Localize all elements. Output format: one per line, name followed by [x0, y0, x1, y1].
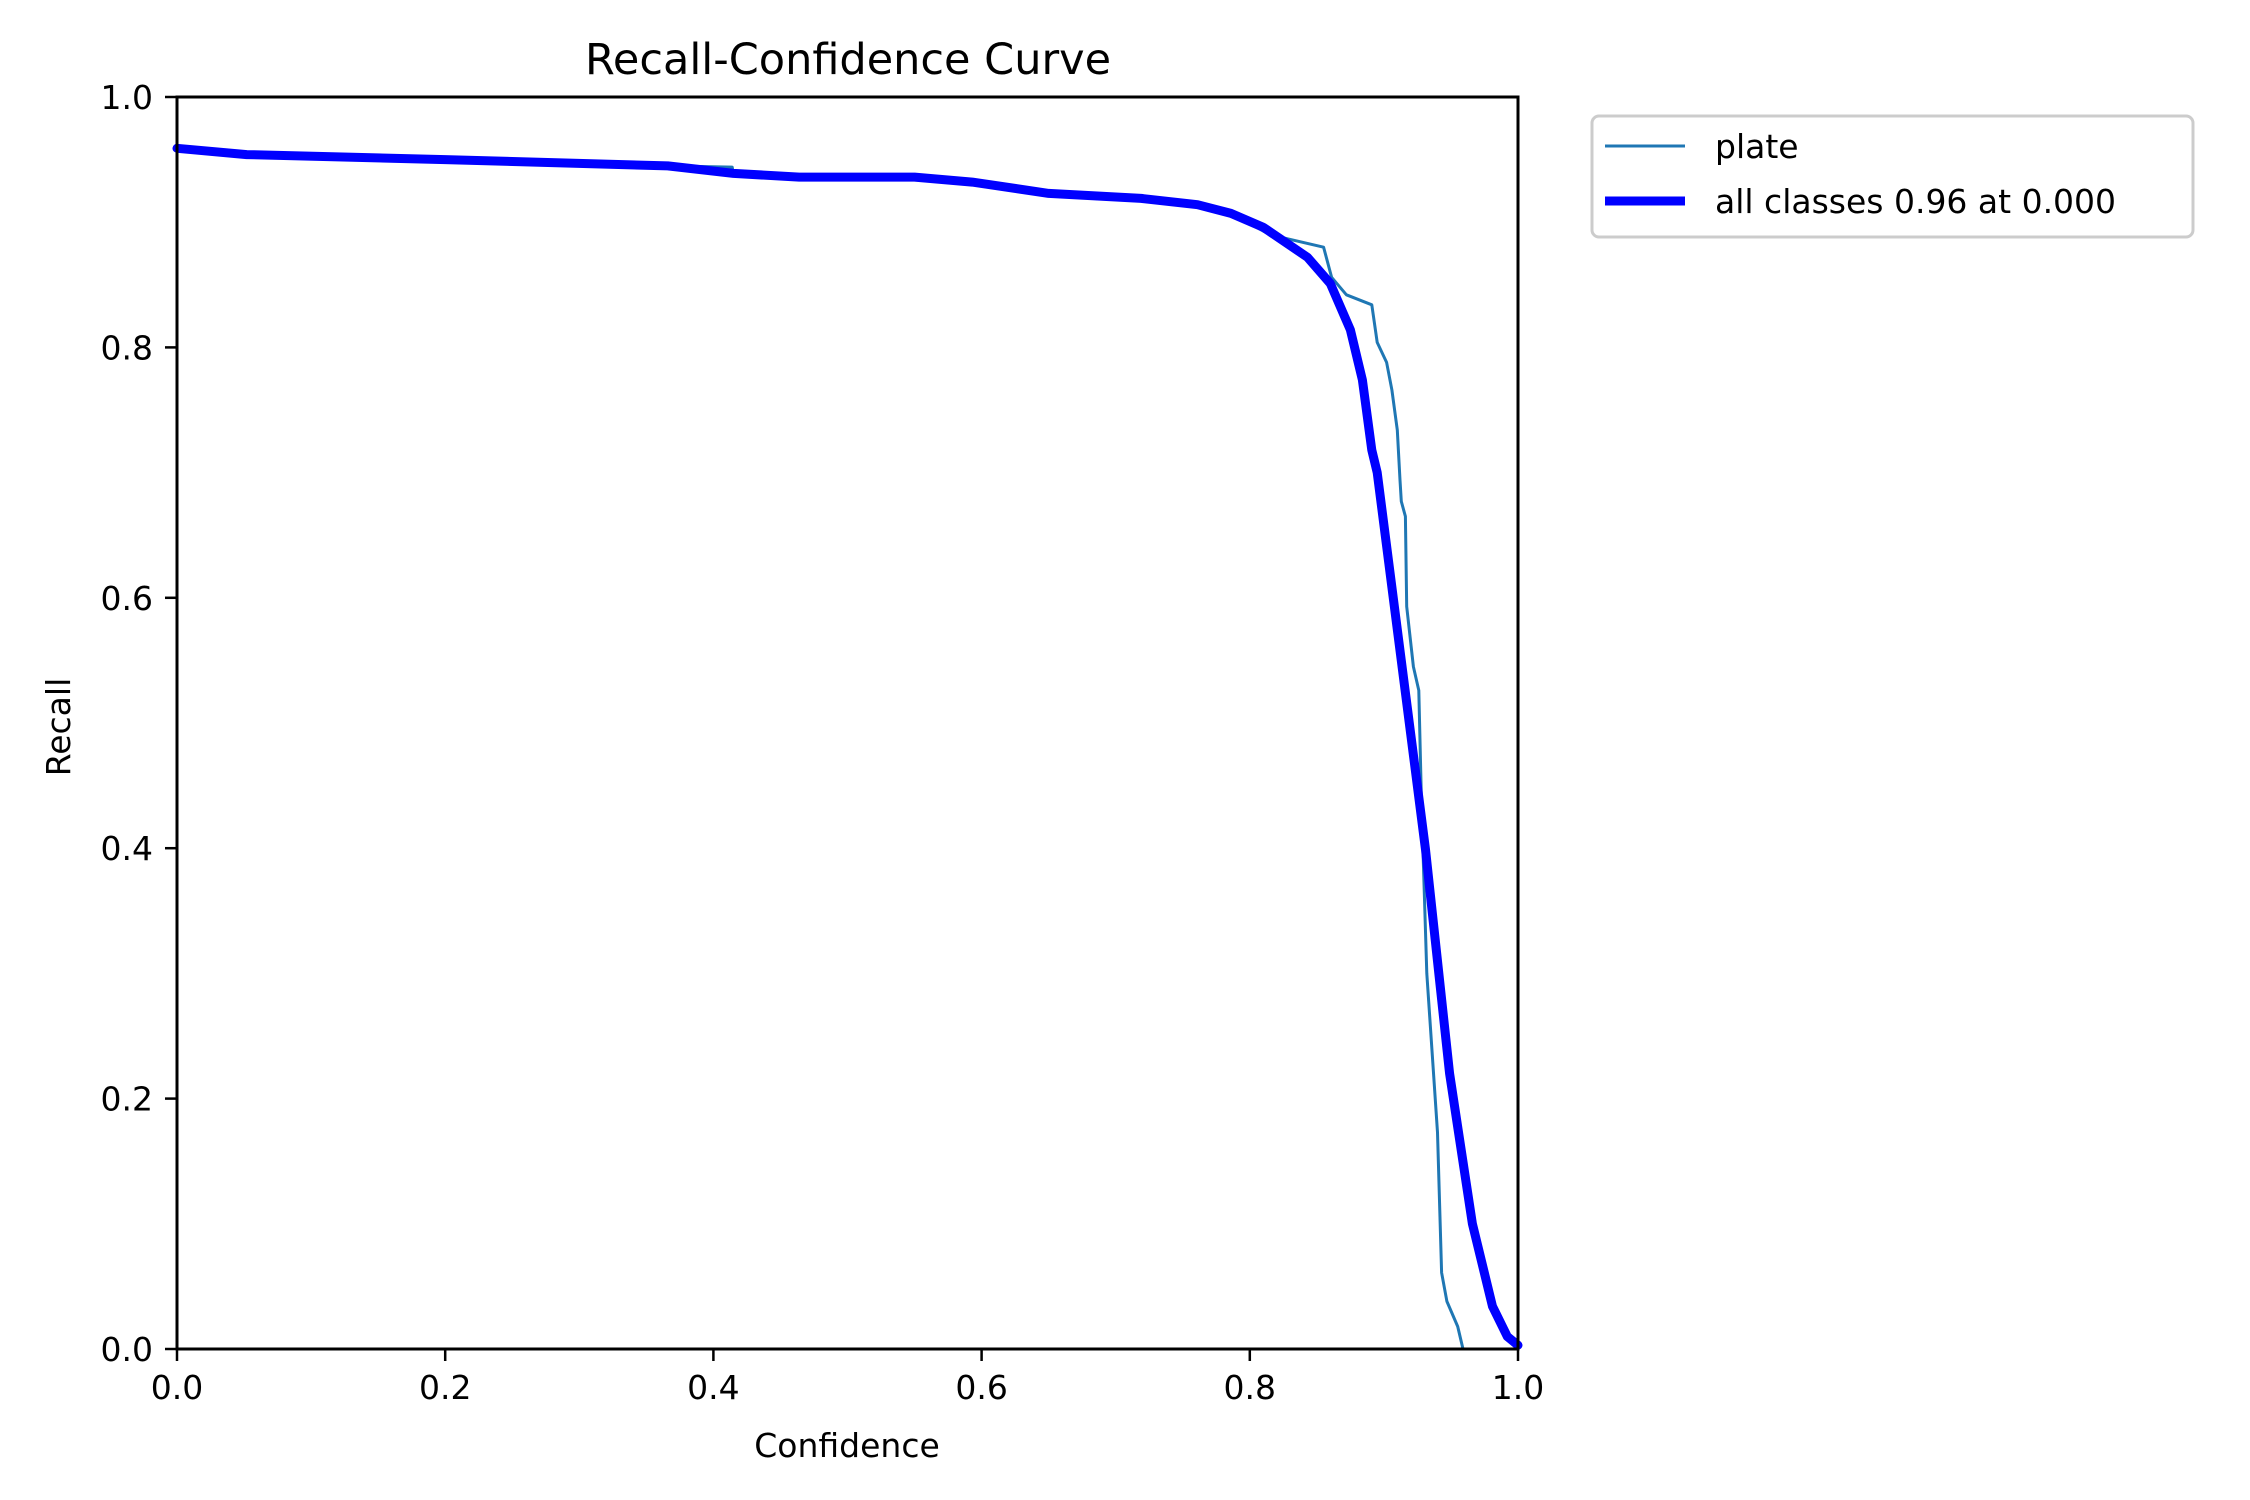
- legend-box: [1590, 114, 2195, 239]
- x-axis-label: Confidence: [754, 1426, 940, 1465]
- x-axis-ticks: 0.0 0.2 0.4 0.6 0.8 1.0: [151, 1349, 1544, 1407]
- legend: plate all classes 0.96 at 0.000: [1590, 114, 2195, 239]
- x-tick-label: 0.2: [419, 1368, 471, 1407]
- legend-label-all-classes: all classes 0.96 at 0.000: [1715, 182, 2116, 221]
- x-tick-label: 1.0: [1492, 1368, 1544, 1407]
- y-axis-label: Recall: [39, 678, 78, 776]
- y-tick-label: 0.4: [101, 829, 153, 868]
- y-tick-label: 0.6: [101, 579, 153, 618]
- y-axis-ticks: 0.0 0.2 0.4 0.6 0.8 1.0: [101, 78, 177, 1369]
- plot-frame: [175, 95, 1520, 1351]
- x-tick-label: 0.4: [687, 1368, 739, 1407]
- legend-label-plate: plate: [1715, 127, 1799, 166]
- plot-series: [172, 143, 1523, 1351]
- x-tick-label: 0.0: [151, 1368, 203, 1407]
- y-tick-label: 0.8: [101, 328, 153, 367]
- y-tick-label: 0.2: [101, 1080, 153, 1119]
- chart-title: Recall-Confidence Curve: [585, 35, 1111, 85]
- x-tick-label: 0.8: [1224, 1368, 1276, 1407]
- y-tick-label: 0.0: [101, 1330, 153, 1369]
- series-all-classes-line: [172, 143, 1523, 1350]
- y-tick-label: 1.0: [101, 78, 153, 117]
- x-tick-label: 0.6: [955, 1368, 1007, 1407]
